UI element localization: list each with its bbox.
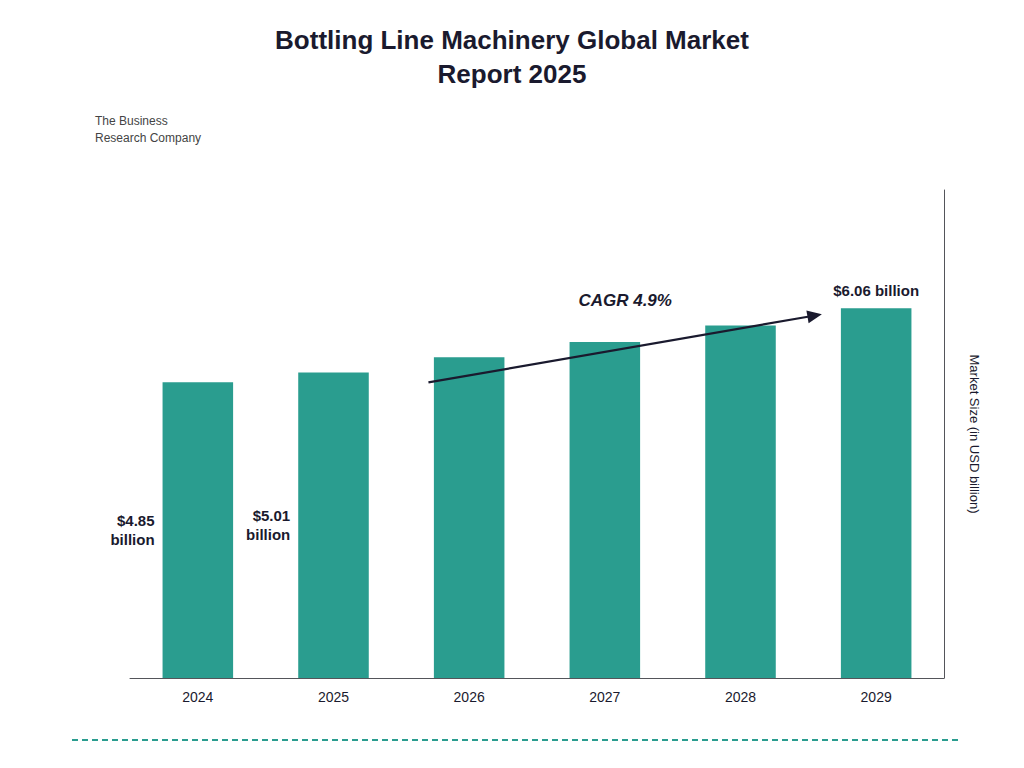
svg-text:billion: billion <box>110 531 154 548</box>
svg-text:2029: 2029 <box>861 689 892 705</box>
svg-text:Report 2025: Report 2025 <box>438 59 587 89</box>
svg-text:$6.06 billion: $6.06 billion <box>833 282 919 299</box>
svg-text:2028: 2028 <box>725 689 756 705</box>
svg-text:2024: 2024 <box>182 689 213 705</box>
svg-text:Research Company: Research Company <box>95 131 201 145</box>
svg-text:2025: 2025 <box>318 689 349 705</box>
svg-text:billion: billion <box>246 526 290 543</box>
svg-text:$5.01: $5.01 <box>253 507 291 524</box>
svg-text:$4.85: $4.85 <box>117 512 155 529</box>
svg-text:2026: 2026 <box>454 689 485 705</box>
svg-text:2027: 2027 <box>589 689 620 705</box>
svg-text:Bottling Line Machinery Global: Bottling Line Machinery Global Market <box>275 25 749 55</box>
svg-text:The Business: The Business <box>95 114 168 128</box>
svg-text:CAGR 4.9%: CAGR 4.9% <box>578 291 672 310</box>
svg-text:Market Size (in USD billion): Market Size (in USD billion) <box>967 355 982 514</box>
